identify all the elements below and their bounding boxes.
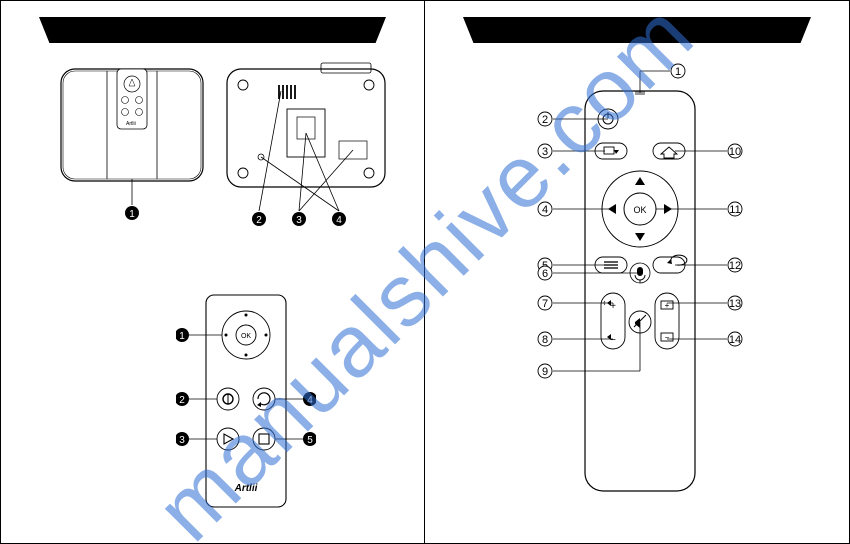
co-9: 9 [542, 366, 548, 378]
svg-text:+: + [665, 301, 670, 310]
callout-2: 2 [256, 215, 262, 226]
sr-co-2: 2 [179, 395, 185, 406]
sr-co-4: 4 [307, 395, 313, 406]
co-6: 6 [542, 268, 548, 280]
header-bar-left [39, 17, 386, 43]
main-remote: OK + − + − [455, 51, 820, 531]
small-remote: OK Artlii 1 2 3 4 5 [176, 291, 316, 541]
co-2: 2 [542, 114, 548, 126]
header-bar-right [463, 17, 811, 43]
projector-bottom-view: 2 3 4 [221, 61, 391, 241]
callout-3: 3 [296, 215, 302, 226]
ok-label-small: OK [241, 333, 251, 340]
page-right: OK + − + − [425, 0, 850, 544]
ok-label-main: OK [633, 205, 646, 215]
co-10: 10 [729, 146, 741, 158]
co-1: 1 [675, 66, 681, 78]
callout-1: 1 [129, 209, 135, 220]
co-3: 3 [542, 146, 548, 158]
co-8: 8 [542, 334, 548, 346]
sr-co-1: 1 [179, 331, 185, 342]
co-11: 11 [729, 204, 740, 216]
co-14: 14 [729, 334, 741, 346]
co-7: 7 [542, 298, 548, 310]
svg-text:−: − [665, 333, 670, 342]
brand-label: Artlii [126, 121, 136, 127]
co-4: 4 [542, 204, 548, 216]
page-left: Artlii 1 2 [0, 0, 425, 544]
projector-top-view: Artlii 1 [57, 65, 207, 225]
sr-co-3: 3 [179, 435, 185, 446]
callout-4: 4 [336, 215, 342, 226]
brand-label-remote: Artlii [234, 483, 258, 494]
sr-co-5: 5 [307, 435, 313, 446]
co-12: 12 [729, 260, 741, 272]
co-13: 13 [729, 298, 741, 310]
